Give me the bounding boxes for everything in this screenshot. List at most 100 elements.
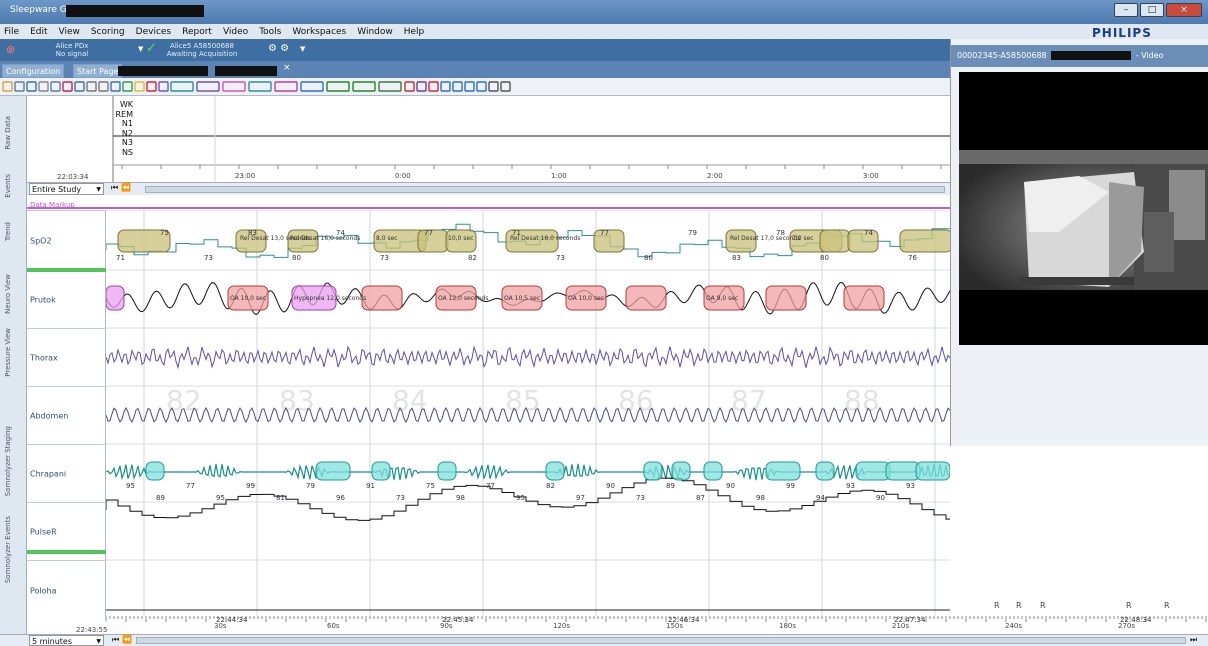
oa-event[interactable] (227, 285, 269, 311)
view-range-select[interactable]: Entire Study ▼ (29, 183, 104, 195)
maximize-icon[interactable]: □ (1140, 3, 1164, 17)
overview-scrollbar[interactable] (145, 186, 945, 193)
snore-event[interactable] (145, 461, 165, 481)
toolbar-tool-icon[interactable] (134, 81, 145, 92)
menu-report[interactable]: Report (182, 26, 212, 37)
menu-workspaces[interactable]: Workspaces (292, 26, 347, 37)
stop-icon[interactable]: ⊗ (6, 43, 16, 56)
menu-file[interactable]: File (4, 26, 20, 37)
desat-event[interactable] (819, 229, 851, 253)
snore-event[interactable] (643, 461, 663, 481)
snore-event[interactable] (315, 461, 351, 481)
snore-event[interactable] (703, 461, 723, 481)
minimize-icon[interactable]: – (1114, 3, 1138, 17)
skip-forward-icon[interactable]: ⏭ (1190, 635, 1198, 644)
snore-event[interactable] (671, 461, 691, 481)
toolbar-tool-icon[interactable] (110, 81, 121, 92)
sidetab-events[interactable]: Events (4, 174, 12, 198)
desat-event[interactable] (235, 229, 267, 253)
channel-label-chrapani[interactable]: Chrapani (27, 444, 106, 502)
oa-event[interactable] (361, 285, 403, 311)
toolbar-tool-icon[interactable] (2, 81, 13, 92)
snore-event[interactable] (545, 461, 565, 481)
toolbar-tool-icon[interactable] (488, 81, 499, 92)
channel-label-abdomen[interactable]: Abdomen (27, 386, 106, 444)
desat-event[interactable] (725, 229, 757, 253)
desat-event[interactable] (505, 229, 559, 253)
menu-view[interactable]: View (58, 26, 80, 37)
toolbar-tool-icon[interactable] (122, 81, 133, 92)
toolbar-tool-icon[interactable] (26, 81, 37, 92)
skip-back-icon[interactable]: ⏪ (121, 183, 131, 192)
desat-event[interactable] (847, 229, 879, 253)
desat-event[interactable] (117, 229, 171, 253)
toolbar-tool-icon[interactable] (50, 81, 61, 92)
channel-label-pulser[interactable]: PulseR (27, 502, 106, 560)
oa-event[interactable] (435, 285, 477, 311)
toolbar-tool-icon[interactable] (14, 81, 25, 92)
menu-devices[interactable]: Devices (135, 26, 172, 37)
menu-help[interactable]: Help (403, 26, 425, 37)
menu-scoring[interactable]: Scoring (90, 26, 125, 37)
toolbar-tool-icon[interactable] (62, 81, 73, 92)
skip-start-icon[interactable]: ⏮ (111, 183, 119, 192)
toolbar-tool-icon[interactable] (476, 81, 487, 92)
menu-video[interactable]: Video (222, 26, 249, 37)
toolbar-tool-icon[interactable] (38, 81, 49, 92)
snore-event[interactable] (765, 461, 801, 481)
toolbar-tool-icon[interactable] (440, 81, 451, 92)
toolbar-tool-icon[interactable] (464, 81, 475, 92)
oa-event[interactable] (625, 285, 667, 311)
tab-configuration[interactable]: Configuration (2, 64, 65, 78)
toolbar-tool-icon[interactable] (326, 81, 350, 92)
snore-event[interactable] (855, 461, 891, 481)
toolbar-tool-icon[interactable] (378, 81, 402, 92)
toolbar-tool-icon[interactable] (300, 81, 324, 92)
snore-event[interactable] (437, 461, 457, 481)
channel-label-prutok[interactable]: Prutok (27, 270, 106, 328)
sidetab-pressure-view[interactable]: Pressure View (4, 328, 12, 377)
check-icon[interactable]: ✓ (146, 41, 157, 56)
toolbar-tool-icon[interactable] (416, 81, 427, 92)
toolbar-tool-icon[interactable] (196, 81, 220, 92)
toolbar-tool-icon[interactable] (86, 81, 97, 92)
sidetab-neuro-view[interactable]: Neuro View (4, 274, 12, 314)
desat-event[interactable] (445, 229, 477, 253)
sidetab-trend[interactable]: Trend (4, 222, 12, 242)
sidetab-somnolyzer-events[interactable]: Somnolyzer Events (4, 516, 12, 584)
snore-event[interactable] (885, 461, 921, 481)
channel-label-thorax[interactable]: Thorax (27, 328, 106, 386)
desat-event[interactable] (593, 229, 625, 253)
toolbar-tool-icon[interactable] (248, 81, 272, 92)
tab-start-page[interactable]: Start Page (73, 64, 123, 78)
toolbar-tool-icon[interactable] (452, 81, 463, 92)
chevron-down-icon[interactable]: ▼ (138, 45, 144, 53)
toolbar-tool-icon[interactable] (222, 81, 246, 92)
menu-tools[interactable]: Tools (259, 26, 282, 37)
toolbar-icons[interactable] (0, 78, 700, 96)
toolbar-tool-icon[interactable] (500, 81, 511, 92)
oa-event[interactable] (765, 285, 807, 311)
page-scrollbar[interactable] (136, 637, 1186, 644)
acquisition-tools-icon[interactable]: ⚙ ⚙ (268, 43, 290, 54)
desat-event[interactable] (899, 229, 950, 253)
toolbar-tool-icon[interactable] (352, 81, 376, 92)
close-icon[interactable]: × (1166, 3, 1202, 17)
oa-event[interactable] (501, 285, 543, 311)
signal-traces[interactable]: 82 83 84 85 86 87 88 Rel Desat 13,0 secondsRel… (106, 210, 950, 620)
oa-event[interactable] (703, 285, 745, 311)
desat-event[interactable] (287, 229, 319, 253)
toolbar-tool-icon[interactable] (404, 81, 415, 92)
desat-event[interactable] (417, 229, 449, 253)
snore-event[interactable] (815, 461, 835, 481)
menu-window[interactable]: Window (357, 26, 393, 37)
toolbar-tool-icon[interactable] (98, 81, 109, 92)
skip-start-icon[interactable]: ⏮ (112, 635, 120, 644)
skip-back-icon[interactable]: ⏪ (122, 635, 132, 644)
snore-event[interactable] (915, 461, 950, 481)
video-frame[interactable] (959, 72, 1208, 345)
channel-label-poloha[interactable]: Poloha (27, 560, 106, 620)
toolbar-tool-icon[interactable] (146, 81, 157, 92)
oa-event[interactable] (843, 285, 885, 311)
channel-label-spo2[interactable]: SpO2 (27, 210, 106, 270)
